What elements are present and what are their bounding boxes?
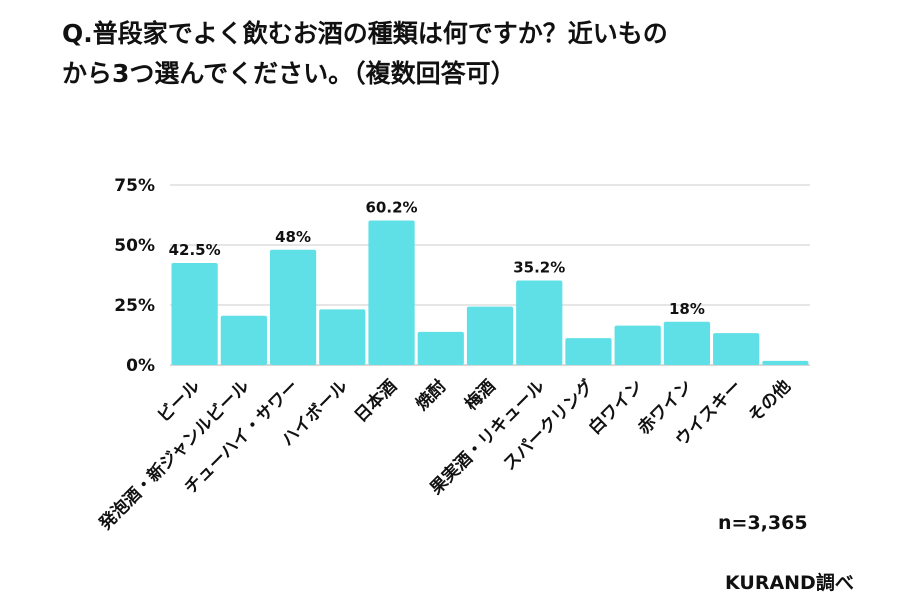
x-tick-label: その他 (744, 376, 795, 427)
y-tick-label: 50% (114, 236, 155, 256)
bar (171, 263, 218, 365)
data-label: 60.2% (366, 199, 418, 217)
bar (220, 315, 267, 365)
x-tick-label: 梅酒 (461, 376, 500, 415)
bar (516, 280, 563, 365)
y-tick-label: 0% (126, 356, 155, 376)
bar (713, 333, 760, 365)
bar (614, 325, 661, 365)
chart-title: Q.普段家でよく飲むお酒の種類は何ですか？近いもの から3つ選んでください。（複… (62, 14, 862, 94)
bar (762, 360, 809, 365)
bar (269, 249, 317, 365)
y-tick-label: 75% (114, 176, 155, 196)
data-label: 35.2% (513, 259, 565, 277)
title-line-2: から3つ選んでください。（複数回答可） (62, 59, 516, 88)
bar (565, 338, 612, 365)
sample-size: n=3,365 (718, 512, 808, 534)
bar (466, 306, 514, 365)
bar (417, 331, 464, 365)
x-tick-label: 日本酒 (350, 376, 401, 427)
bar (319, 309, 366, 365)
data-label: 48% (275, 228, 311, 246)
title-line-1: Q.普段家でよく飲むお酒の種類は何ですか？近いもの (62, 19, 668, 48)
x-tick-label: 焼酎 (411, 376, 450, 415)
source-label: KURAND調べ (725, 572, 854, 594)
bar (368, 220, 415, 365)
y-tick-label: 25% (114, 296, 155, 316)
bar (663, 321, 711, 365)
data-label: 18% (669, 300, 705, 318)
data-label: 42.5% (169, 241, 221, 259)
